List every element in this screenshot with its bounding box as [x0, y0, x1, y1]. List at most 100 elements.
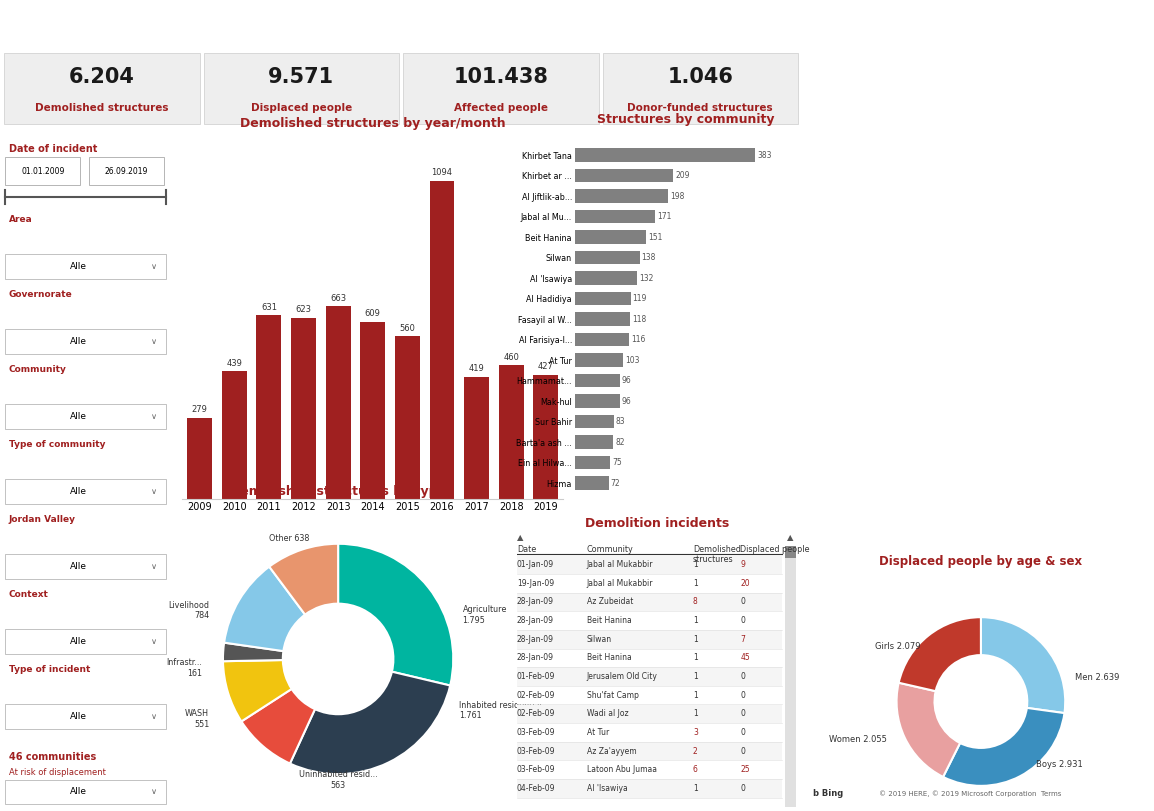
Wedge shape	[897, 683, 960, 777]
Text: Displaced people: Displaced people	[741, 545, 810, 554]
Text: Beit Hanina: Beit Hanina	[587, 654, 631, 663]
Bar	[575, 456, 610, 470]
Text: WASH
551: WASH 551	[185, 709, 209, 728]
Text: Boys 2.931: Boys 2.931	[1036, 760, 1082, 770]
Bar	[575, 210, 655, 223]
Bar	[291, 318, 316, 499]
Bar	[517, 761, 782, 779]
Text: Silwan: Silwan	[587, 635, 612, 644]
Text: 101.438: 101.438	[454, 67, 548, 88]
Text: Wadi al Joz: Wadi al Joz	[587, 710, 629, 719]
Text: 0: 0	[741, 672, 745, 681]
Bar	[325, 306, 351, 499]
Text: Alle: Alle	[70, 637, 87, 646]
Wedge shape	[338, 544, 454, 685]
Bar	[575, 169, 673, 182]
Bar	[575, 477, 608, 490]
Title: Structures by community: Structures by community	[597, 113, 774, 126]
Text: Jabal al Mukabbir: Jabal al Mukabbir	[587, 579, 653, 588]
Text: 02-Feb-09: 02-Feb-09	[517, 710, 555, 719]
Text: 28-Jan-09: 28-Jan-09	[517, 654, 554, 663]
Text: ∨: ∨	[151, 562, 157, 571]
Text: Az Za'ayyem: Az Za'ayyem	[587, 747, 637, 756]
Bar	[575, 394, 620, 408]
Text: Alle: Alle	[70, 262, 87, 271]
Text: Community: Community	[587, 545, 634, 554]
Bar	[575, 272, 637, 285]
Text: Demolition incidents: Demolition incidents	[584, 517, 729, 530]
Bar	[602, 54, 799, 124]
Text: 132: 132	[639, 273, 653, 282]
Text: 75: 75	[612, 458, 622, 467]
Text: Uninhabited resid...
563: Uninhabited resid... 563	[299, 770, 377, 790]
Text: Alle: Alle	[70, 487, 87, 496]
Text: 116: 116	[631, 335, 645, 344]
Text: 19-Jan-09: 19-Jan-09	[517, 579, 554, 588]
Text: 0: 0	[741, 710, 745, 719]
Text: Az Zubeidat: Az Zubeidat	[587, 598, 634, 607]
Bar	[203, 54, 399, 124]
Text: 171: 171	[657, 212, 672, 221]
Text: 1: 1	[692, 691, 698, 700]
Text: At risk of displacement: At risk of displacement	[8, 768, 105, 777]
Text: 28-Jan-09: 28-Jan-09	[517, 616, 554, 625]
Bar	[464, 377, 489, 499]
Text: 8: 8	[692, 598, 698, 607]
Text: ∨: ∨	[151, 487, 157, 496]
Bar	[575, 190, 668, 203]
Text: Infrastr...
161: Infrastr... 161	[166, 659, 202, 678]
Text: Displaced people: Displaced people	[250, 103, 352, 113]
Text: Jerusalem Old City: Jerusalem Old City	[587, 672, 658, 681]
Text: Date: Date	[517, 545, 537, 554]
Bar	[575, 354, 623, 367]
Bar	[395, 336, 420, 499]
Text: ∨: ∨	[151, 337, 157, 346]
Text: Type of community: Type of community	[8, 440, 105, 449]
Text: 0: 0	[741, 598, 745, 607]
Text: 1: 1	[692, 710, 698, 719]
Text: 02-Feb-09: 02-Feb-09	[517, 691, 555, 700]
Text: Donor-funded structures: Donor-funded structures	[628, 103, 773, 113]
Text: Livelihood
784: Livelihood 784	[168, 601, 209, 620]
Text: 1: 1	[692, 654, 698, 663]
Text: Alle: Alle	[70, 787, 87, 796]
Text: Men 2.639: Men 2.639	[1076, 673, 1119, 682]
Text: 25: 25	[741, 765, 750, 775]
Bar	[187, 418, 212, 499]
Bar	[517, 667, 782, 686]
Text: ▲: ▲	[787, 533, 794, 542]
Text: ∨: ∨	[151, 412, 157, 421]
Bar	[89, 157, 164, 186]
Text: Girls 2.079: Girls 2.079	[875, 642, 920, 651]
Bar	[575, 436, 613, 448]
Bar	[533, 375, 559, 499]
Bar	[517, 593, 782, 611]
Text: Alle: Alle	[70, 337, 87, 346]
Bar	[5, 629, 166, 654]
Text: 03-Feb-09: 03-Feb-09	[517, 728, 555, 737]
Text: 20: 20	[741, 579, 750, 588]
Text: 427: 427	[538, 363, 554, 371]
Text: Shu'fat Camp: Shu'fat Camp	[587, 691, 638, 700]
Text: 04-Feb-09: 04-Feb-09	[517, 783, 555, 793]
Bar	[5, 704, 166, 729]
Bar	[575, 333, 629, 346]
Bar	[5, 779, 166, 805]
Text: 1: 1	[692, 783, 698, 793]
Bar	[5, 254, 166, 279]
Text: 119: 119	[632, 294, 647, 303]
Text: 6: 6	[692, 765, 698, 775]
Text: 151: 151	[647, 233, 662, 242]
Wedge shape	[899, 617, 981, 691]
Title: Demolished structures by year/month: Demolished structures by year/month	[240, 117, 505, 130]
Text: Date of incident: Date of incident	[8, 144, 97, 154]
Wedge shape	[223, 660, 292, 722]
Bar	[5, 329, 166, 354]
Text: Inhabited residential
1.761: Inhabited residential 1.761	[459, 701, 541, 720]
Text: Al 'Isawiya: Al 'Isawiya	[587, 783, 628, 793]
Text: Beit Hanina: Beit Hanina	[587, 616, 631, 625]
Text: 03-Feb-09: 03-Feb-09	[517, 765, 555, 775]
Text: 631: 631	[261, 303, 277, 312]
Bar	[429, 181, 455, 499]
Text: Jordan Valley: Jordan Valley	[8, 516, 75, 525]
